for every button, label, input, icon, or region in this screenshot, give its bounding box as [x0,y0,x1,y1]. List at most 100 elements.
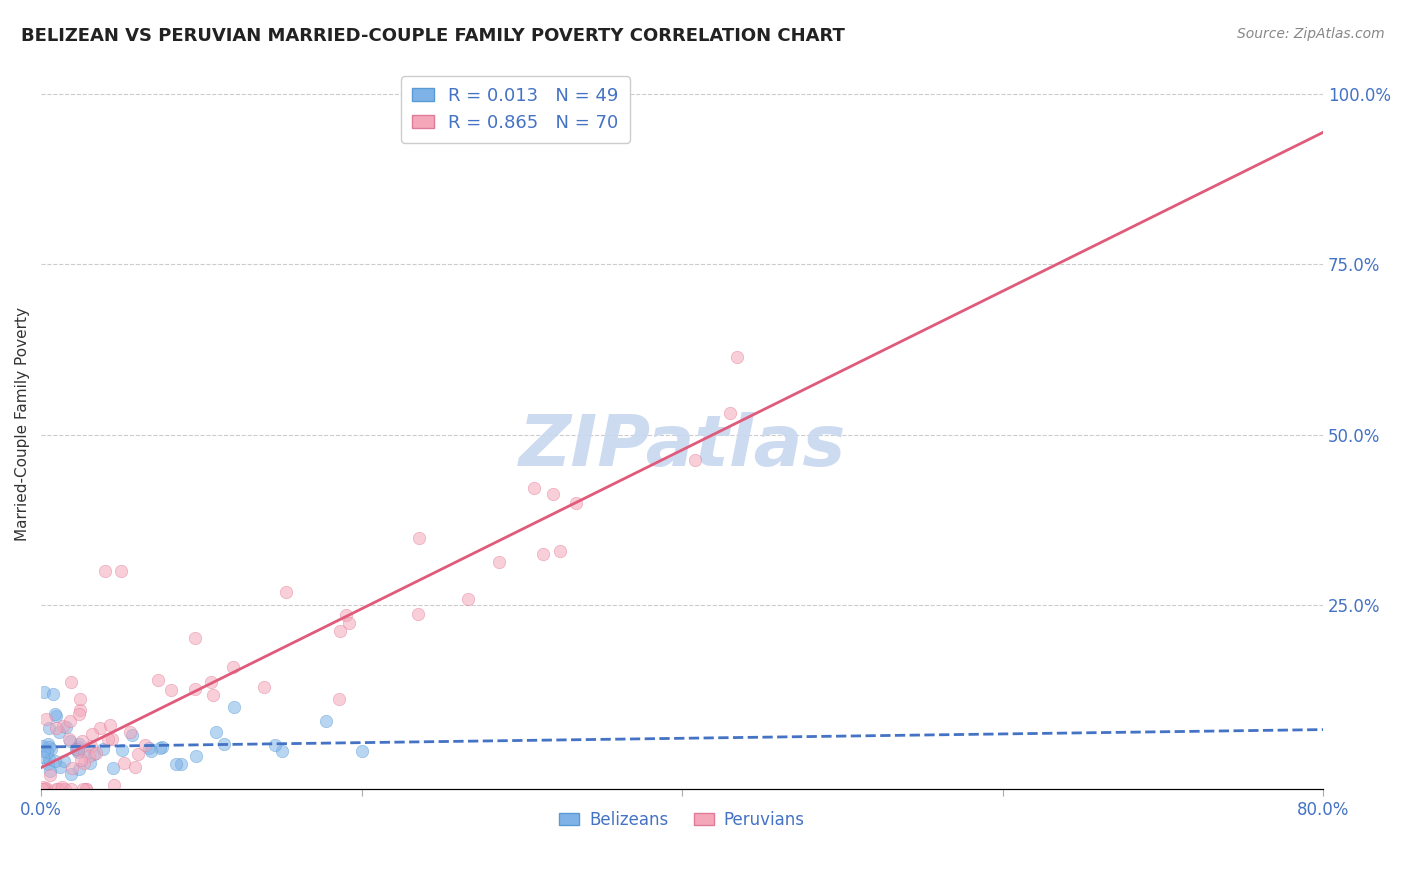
Point [146,673,169,688]
Point [46,782,69,797]
Point [79,756,101,771]
Point [91,742,114,756]
Point [94,564,117,578]
Point [150,740,173,755]
Point [66,745,89,759]
Point [488,555,510,569]
Point [112,756,135,771]
Point [59,714,82,728]
Point [73,756,96,771]
Point [523,482,546,496]
Point [253,680,276,694]
Point [72,782,94,797]
Point [52,719,75,733]
Point [45,782,67,797]
Point [32,685,55,699]
Y-axis label: Married-Couple Family Poverty: Married-Couple Family Poverty [15,308,30,541]
Point [725,351,748,365]
Point [39,742,62,756]
Point [329,624,352,638]
Point [59,733,82,747]
Point [328,692,350,706]
Point [350,744,373,758]
Point [37,737,59,751]
Point [65,742,87,756]
Point [271,744,294,758]
Point [315,714,337,728]
Point [184,632,207,646]
Point [98,718,121,732]
Point [34,782,56,797]
Point [124,760,146,774]
Point [31,780,53,794]
Point [35,712,58,726]
Point [120,725,142,739]
Point [165,756,187,771]
Point [101,731,124,746]
Point [1392,87,1406,101]
Point [49,760,72,774]
Point [718,406,741,420]
Point [531,547,554,561]
Point [160,682,183,697]
Point [60,761,83,775]
Point [31,739,53,753]
Point [51,780,73,794]
Point [127,747,149,761]
Point [79,739,101,753]
Point [66,742,89,756]
Point [222,660,245,674]
Point [406,607,429,621]
Point [214,737,236,751]
Point [58,732,80,747]
Point [204,724,226,739]
Point [84,746,107,760]
Point [73,744,96,758]
Point [138,740,160,755]
Point [59,674,82,689]
Point [263,738,285,752]
Point [75,782,97,797]
Point [42,687,65,701]
Point [67,707,90,722]
Point [97,732,120,747]
Point [77,748,100,763]
Point [67,763,90,777]
Point [139,743,162,757]
Text: ZIPatlas: ZIPatlas [519,412,846,481]
Point [44,707,66,722]
Point [45,722,67,736]
Point [408,531,430,545]
Point [55,720,77,734]
Point [52,754,75,768]
Point [37,757,59,772]
Point [48,725,70,739]
Point [69,703,91,717]
Point [274,584,297,599]
Point [66,740,89,755]
Point [53,782,76,797]
Point [149,740,172,755]
Point [38,721,60,735]
Legend: Belizeans, Peruvians: Belizeans, Peruvians [553,805,811,836]
Point [32,750,55,764]
Point [335,608,357,623]
Point [548,544,571,558]
Point [75,782,97,797]
Point [110,564,132,578]
Point [337,616,360,631]
Point [39,768,62,782]
Point [83,747,105,762]
Point [564,496,586,510]
Text: Source: ZipAtlas.com: Source: ZipAtlas.com [1237,27,1385,41]
Point [39,764,62,779]
Point [111,743,134,757]
Point [59,782,82,797]
Point [184,681,207,696]
Point [69,692,91,706]
Point [134,738,156,752]
Point [80,726,103,740]
Point [201,688,224,702]
Point [200,675,222,690]
Point [67,742,90,756]
